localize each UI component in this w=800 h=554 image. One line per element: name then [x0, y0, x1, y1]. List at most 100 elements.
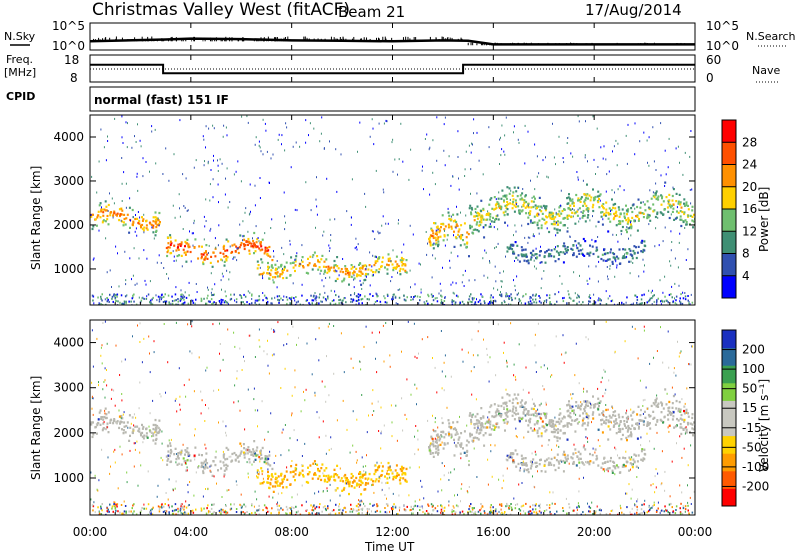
- power-speckle: [107, 135, 108, 138]
- velocity-echo-cell: [333, 468, 336, 471]
- velocity-echo-cell: [534, 404, 536, 407]
- power-speckle: [174, 216, 176, 219]
- power-speckle: [605, 158, 607, 161]
- velocity-echo-cell: [429, 452, 432, 455]
- velocity-echo-cell: [662, 421, 664, 424]
- velocity-speckle: [365, 465, 367, 468]
- power-echo-cell: [514, 199, 517, 202]
- power-speckle: [474, 211, 476, 214]
- power-echo-cell: [586, 183, 588, 186]
- velocity-echo-cell: [562, 459, 565, 463]
- power-speckle: [392, 138, 394, 141]
- velocity-echo-cell: [106, 422, 109, 425]
- power-echo-cell: [436, 238, 439, 241]
- power-speckle: [140, 145, 142, 148]
- velocity-echo-cell: [631, 418, 634, 421]
- velocity-speckle: [521, 505, 523, 508]
- velocity-speckle: [614, 473, 616, 476]
- power-near-range: [594, 302, 596, 305]
- power-speckle: [260, 150, 262, 153]
- power-speckle: [391, 276, 393, 278]
- power-echo-cell: [614, 214, 617, 218]
- velocity-echo-cell: [469, 412, 472, 415]
- velocity-speckle: [336, 419, 338, 422]
- power-echo-cell: [662, 200, 665, 203]
- velocity-speckle: [471, 338, 473, 341]
- velocity-speckle: [472, 413, 474, 416]
- velocity-echo-cell: [346, 478, 349, 482]
- velocity-echo-cell: [387, 466, 390, 469]
- power-y-tick-label: 2000: [53, 218, 84, 232]
- power-echo-cell: [586, 193, 589, 196]
- power-near-range: [481, 296, 484, 298]
- velocity-echo-cell: [580, 403, 583, 406]
- power-speckle: [560, 189, 562, 192]
- power-echo-cell: [225, 259, 228, 262]
- velocity-speckle: [257, 425, 258, 428]
- power-echo-cell: [498, 205, 501, 208]
- velocity-echo-cell: [363, 473, 366, 476]
- power-speckle: [121, 115, 123, 118]
- power-near-range: [98, 302, 101, 305]
- velocity-speckle: [602, 413, 604, 416]
- velocity-speckle: [445, 375, 447, 378]
- power-echo-cell: [541, 217, 544, 220]
- velocity-speckle: [537, 470, 538, 473]
- velocity-echo-cell: [105, 413, 108, 416]
- velocity-echo-cell: [511, 456, 514, 459]
- power-echo-cell: [271, 266, 274, 269]
- velocity-echo-cell: [641, 448, 644, 451]
- power-echo-cell: [611, 260, 614, 263]
- power-echo-cell: [691, 215, 694, 218]
- power-echo-cell: [247, 243, 249, 246]
- power-speckle: [354, 292, 356, 294]
- power-echo-cell: [455, 220, 458, 224]
- velocity-echo-cell: [627, 424, 630, 428]
- power-echo-cell: [113, 210, 116, 213]
- velocity-echo-cell: [472, 440, 475, 443]
- power-speckle: [237, 247, 239, 250]
- power-speckle: [614, 191, 615, 194]
- power-echo-cell: [607, 211, 610, 214]
- power-near-range: [168, 301, 170, 304]
- velocity-echo-cell: [601, 412, 604, 415]
- velocity-echo-cell: [530, 407, 533, 410]
- velocity-speckle: [168, 478, 170, 481]
- power-echo-cell: [128, 206, 131, 209]
- velocity-speckle: [543, 425, 545, 428]
- power-echo-cell: [490, 220, 493, 223]
- power-echo-cell: [485, 213, 488, 216]
- power-near-range: [270, 302, 272, 305]
- power-speckle: [158, 224, 160, 227]
- power-near-range: [266, 300, 269, 303]
- velocity-speckle: [163, 323, 165, 325]
- velocity-echo-cell: [102, 427, 105, 430]
- velocity-echo-cell: [538, 404, 541, 407]
- power-echo-cell: [434, 236, 437, 239]
- power-echo-cell: [274, 263, 277, 266]
- power-near-range: [589, 297, 592, 300]
- velocity-speckle: [185, 512, 187, 515]
- power-near-range: [312, 299, 315, 302]
- power-speckle: [628, 237, 629, 240]
- power-echo-cell: [217, 260, 219, 263]
- power-echo-cell: [508, 192, 511, 195]
- velocity-echo-cell: [361, 481, 364, 485]
- velocity-echo-cell: [536, 429, 539, 432]
- velocity-echo-cell: [439, 443, 442, 446]
- velocity-speckle: [358, 485, 360, 488]
- power-echo-cell: [280, 264, 282, 267]
- velocity-speckle: [326, 487, 328, 490]
- velocity-echo-cell: [589, 460, 592, 463]
- velocity-speckle: [630, 497, 632, 500]
- power-echo-cell: [668, 193, 671, 196]
- power-echo-cell: [592, 199, 595, 202]
- velocity-echo-cell: [141, 435, 144, 438]
- velocity-echo-cell: [159, 428, 161, 431]
- velocity-echo-cell: [206, 466, 209, 469]
- power-echo-cell: [252, 239, 255, 243]
- velocity-echo-cell: [644, 453, 647, 456]
- velocity-echo-cell: [563, 461, 566, 464]
- power-speckle: [672, 186, 674, 189]
- power-echo-cell: [582, 237, 585, 241]
